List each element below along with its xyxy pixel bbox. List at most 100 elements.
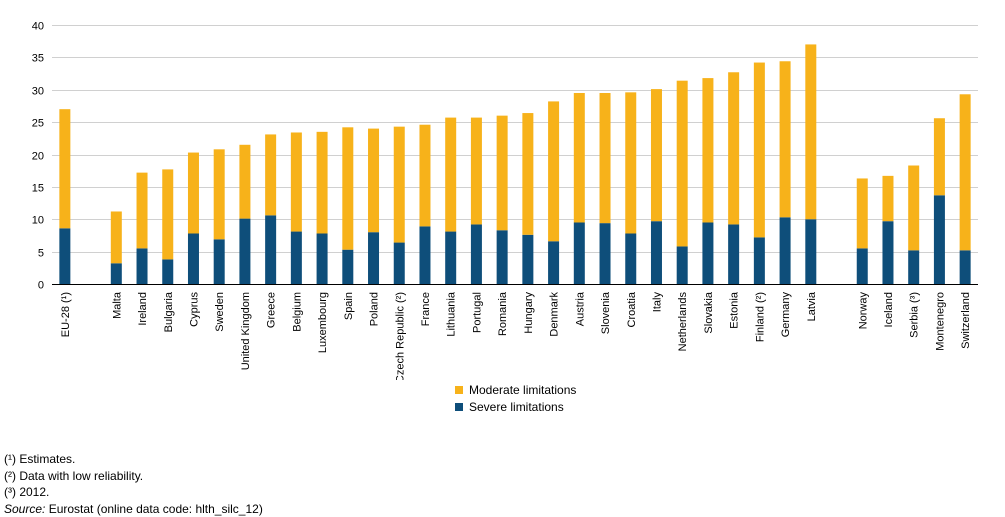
bar-severe xyxy=(419,226,430,284)
x-category-label: Slovenia xyxy=(600,291,612,334)
x-category-label: Ireland xyxy=(137,292,149,326)
x-category-label: Iceland xyxy=(883,292,895,327)
x-category-label: Latvia xyxy=(806,291,818,321)
bar-moderate xyxy=(908,166,919,251)
x-category-label: Norway xyxy=(857,292,869,330)
x-category-label: Italy xyxy=(651,292,663,313)
x-category-label: Poland xyxy=(369,292,381,326)
bar-moderate xyxy=(111,211,122,263)
bar-moderate xyxy=(548,101,559,241)
x-category-label: Austria xyxy=(574,291,586,326)
bar-moderate xyxy=(188,153,199,234)
x-category-label: Serbia (³) xyxy=(909,292,921,338)
x-category-label: Spain xyxy=(343,292,355,320)
x-category-label: Germany xyxy=(780,292,792,338)
x-category-label: Slovakia xyxy=(703,291,715,333)
footnote-2012: (³) 2012. xyxy=(4,484,263,501)
bar-severe xyxy=(471,224,482,284)
bar-severe xyxy=(317,233,328,284)
y-tick-label: 0 xyxy=(38,280,44,292)
bar-severe xyxy=(239,219,250,284)
x-category-label: Cyprus xyxy=(188,292,200,327)
bar-moderate xyxy=(857,178,868,248)
x-category-label: Switzerland xyxy=(960,292,972,349)
bars xyxy=(59,44,970,284)
bar-severe xyxy=(59,228,70,284)
bar-severe xyxy=(214,239,225,284)
bar-severe xyxy=(162,259,173,284)
bar-severe xyxy=(677,246,688,284)
bar-moderate xyxy=(934,118,945,195)
bar-severe xyxy=(908,250,919,284)
legend-swatch-severe xyxy=(455,403,463,411)
y-tick-label: 25 xyxy=(32,118,44,130)
x-category-label: Belgium xyxy=(291,292,303,332)
bar-severe xyxy=(754,237,765,284)
x-category-label: Greece xyxy=(266,292,278,328)
bar-moderate xyxy=(780,61,791,217)
source-label: Source: xyxy=(4,502,45,516)
x-category-label: EU-28 (¹) xyxy=(60,292,72,337)
source-line: Source: Eurostat (online data code: hlth… xyxy=(4,501,263,517)
bar-moderate xyxy=(471,118,482,225)
y-tick-label: 40 xyxy=(32,21,44,33)
bar-severe xyxy=(445,232,456,284)
footnote-estimates: (¹) Estimates. xyxy=(4,451,263,468)
bar-severe xyxy=(702,222,713,284)
x-category-label: Malta xyxy=(111,291,123,319)
x-category-label: Montenegro xyxy=(934,292,946,351)
bar-moderate xyxy=(728,72,739,224)
bar-moderate xyxy=(419,125,430,227)
bar-moderate xyxy=(574,93,585,223)
source-text: Eurostat (online data code: hlth_silc_12… xyxy=(45,502,262,516)
legend-item-severe: Severe limitations xyxy=(455,398,576,415)
bar-moderate xyxy=(239,145,250,219)
bar-severe xyxy=(111,263,122,284)
bar-severe xyxy=(728,224,739,284)
bar-moderate xyxy=(317,132,328,234)
x-category-label: Croatia xyxy=(626,291,638,327)
legend-swatch-moderate xyxy=(455,386,463,394)
bar-moderate xyxy=(368,129,379,233)
bar-severe xyxy=(805,219,816,284)
x-category-label: Finland (²) xyxy=(754,292,766,342)
x-category-label: Sweden xyxy=(214,292,226,332)
bar-moderate xyxy=(445,118,456,232)
y-tick-label: 5 xyxy=(38,248,44,260)
bar-severe xyxy=(934,195,945,284)
x-category-label: Bulgaria xyxy=(163,291,175,332)
bar-severe xyxy=(857,248,868,284)
y-tick-label: 20 xyxy=(32,151,44,163)
y-tick-label: 35 xyxy=(32,53,44,65)
bar-moderate xyxy=(882,176,893,221)
bar-severe xyxy=(291,232,302,284)
bar-severe xyxy=(780,217,791,284)
legend-label-severe: Severe limitations xyxy=(469,400,564,414)
bar-moderate xyxy=(702,78,713,222)
bar-severe xyxy=(548,241,559,284)
footnotes: (¹) Estimates. (²) Data with low reliabi… xyxy=(4,451,263,517)
bar-moderate xyxy=(291,132,302,231)
x-category-label: Estonia xyxy=(729,291,741,329)
bar-severe xyxy=(960,250,971,284)
bar-moderate xyxy=(754,63,765,238)
bar-severe xyxy=(625,233,636,284)
y-tick-label: 30 xyxy=(32,86,44,98)
x-category-label: United Kingdom xyxy=(240,292,252,370)
bar-moderate xyxy=(600,93,611,223)
legend: Moderate limitations Severe limitations xyxy=(455,381,576,415)
footnote-low-reliability: (²) Data with low reliability. xyxy=(4,468,263,485)
x-category-label: Portugal xyxy=(471,292,483,333)
bar-severe xyxy=(651,221,662,284)
bar-moderate xyxy=(677,81,688,247)
y-tick-label: 10 xyxy=(32,215,44,227)
bar-moderate xyxy=(265,134,276,215)
bar-severe xyxy=(368,232,379,284)
bar-moderate xyxy=(137,173,148,249)
legend-item-moderate: Moderate limitations xyxy=(455,381,576,398)
x-category-label: Netherlands xyxy=(677,292,689,352)
bar-moderate xyxy=(522,113,533,235)
bar-severe xyxy=(522,235,533,284)
